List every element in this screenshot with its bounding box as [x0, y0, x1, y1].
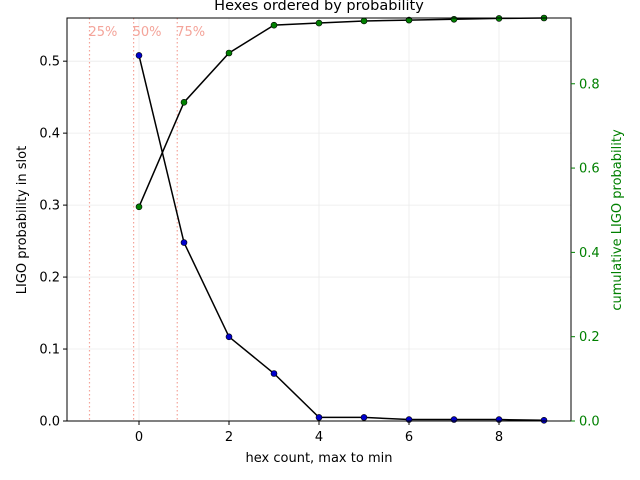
- y-tick-label: 0.4: [39, 127, 60, 142]
- x-tick-label: 2: [225, 430, 233, 445]
- cumulative-point: [450, 15, 458, 23]
- y2-tick-label: 0.2: [579, 330, 600, 345]
- cumulative-point: [405, 16, 413, 24]
- y-axis-title: LIGO probability in slot: [15, 146, 30, 294]
- x-tick-label: 8: [495, 430, 503, 445]
- grid: [67, 18, 571, 422]
- slot-point: [540, 416, 548, 424]
- x-tick-label: 0: [135, 430, 143, 445]
- axes: 0 2 4 6 8 0.0 0.1 0.2 0.3 0.4 0.5 0.0 0.2 0.4 0.6 0.8: [39, 55, 599, 445]
- quantile-lines: 25% 50% 75%: [89, 18, 205, 421]
- x-tick-label: 4: [315, 430, 323, 445]
- cumulative-line: [138, 17, 545, 208]
- cumulative-point: [180, 99, 188, 106]
- cumulative-point: [225, 49, 233, 57]
- cumulative-point: [315, 19, 323, 27]
- y-tick-label: 0.0: [39, 415, 60, 430]
- x-tick-label: 6: [405, 430, 413, 445]
- slot-point: [225, 333, 233, 341]
- y2-tick-label: 0.8: [579, 77, 600, 92]
- slot-point: [360, 414, 368, 421]
- chart-title: Hexes ordered by probability: [214, 0, 424, 14]
- slot-point: [450, 416, 458, 423]
- slot-point: [315, 414, 323, 421]
- slot-point: [135, 52, 143, 59]
- quantile-label: 25%: [89, 25, 118, 40]
- y-tick-label: 0.3: [39, 199, 60, 214]
- y-tick-label: 0.5: [39, 55, 60, 70]
- y2-tick-label: 0.4: [579, 246, 600, 261]
- y-tick-label: 0.2: [39, 271, 60, 286]
- series-layer: [135, 14, 548, 424]
- slot-probability-line: [138, 55, 545, 422]
- cumulative-point: [135, 203, 143, 211]
- quantile-label: 50%: [133, 25, 162, 40]
- y2-tick-label: 0.0: [579, 415, 600, 430]
- quantile-label: 75%: [176, 25, 205, 40]
- cumulative-point: [270, 21, 278, 29]
- slot-point: [270, 370, 278, 377]
- y2-tick-label: 0.6: [579, 162, 600, 177]
- y2-axis-title: cumulative LIGO probability: [610, 129, 625, 311]
- y-tick-label: 0.1: [39, 343, 60, 358]
- cumulative-point: [360, 17, 368, 25]
- x-axis-title: hex count, max to min: [246, 451, 393, 466]
- slot-point: [180, 239, 188, 246]
